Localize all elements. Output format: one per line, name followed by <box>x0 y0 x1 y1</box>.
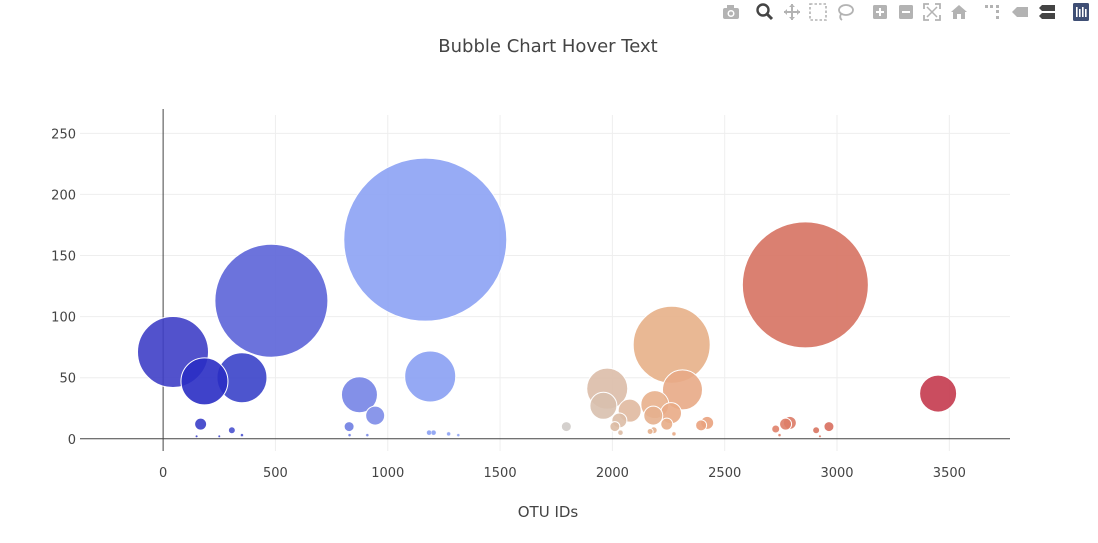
x-tick-label: 0 <box>159 466 167 481</box>
bubble[interactable] <box>343 421 355 433</box>
bubbles <box>137 157 958 438</box>
zoom-in-icon[interactable] <box>873 5 887 19</box>
axes <box>80 109 1010 451</box>
bubble[interactable] <box>771 424 781 434</box>
bubble[interactable] <box>617 429 624 436</box>
bubble[interactable] <box>919 374 958 413</box>
bubble[interactable] <box>823 421 835 433</box>
y-tick-label: 150 <box>51 250 76 265</box>
spike-lines-icon[interactable] <box>985 5 999 19</box>
lasso-select-icon[interactable] <box>838 4 854 21</box>
bubble[interactable] <box>340 376 378 414</box>
bubble[interactable] <box>365 433 370 437</box>
modebar <box>723 3 1089 21</box>
box-select-icon[interactable] <box>809 3 827 21</box>
camera-icon[interactable] <box>723 5 739 19</box>
x-tick-label: 1500 <box>484 466 517 481</box>
bubble[interactable] <box>180 357 229 406</box>
autoscale-icon[interactable] <box>923 3 941 21</box>
y-tick-label: 50 <box>59 372 76 387</box>
bubble[interactable] <box>240 433 244 437</box>
bubble[interactable] <box>777 433 782 437</box>
bubble[interactable] <box>818 434 822 438</box>
bubble[interactable] <box>430 429 437 436</box>
bubble[interactable] <box>779 417 793 431</box>
bubble[interactable] <box>660 417 674 431</box>
bubble[interactable] <box>695 419 708 432</box>
bubble[interactable] <box>426 429 432 436</box>
bubble[interactable] <box>589 391 618 420</box>
y-tick-label: 100 <box>51 311 76 326</box>
hover-compare-icon[interactable] <box>1039 5 1055 19</box>
bubble[interactable] <box>632 305 711 384</box>
x-tick-label: 3000 <box>820 466 853 481</box>
x-tick-label: 3500 <box>933 466 966 481</box>
x-axis-title: OTU IDs <box>518 503 579 521</box>
bubble[interactable] <box>671 431 677 437</box>
bubble[interactable] <box>365 405 386 426</box>
zoom-out-icon[interactable] <box>899 5 913 19</box>
bubble[interactable] <box>343 157 508 322</box>
bubble[interactable] <box>560 421 572 433</box>
plotly-logo-icon[interactable] <box>1073 3 1089 21</box>
x-tick-label: 1000 <box>371 466 404 481</box>
bubble[interactable] <box>227 426 236 435</box>
x-tick-label: 2500 <box>708 466 741 481</box>
bubble[interactable] <box>347 433 352 437</box>
chart-title: Bubble Chart Hover Text <box>438 36 657 57</box>
bubble[interactable] <box>661 369 703 411</box>
bubble[interactable] <box>194 417 208 431</box>
bubble[interactable] <box>609 421 621 433</box>
pan-icon[interactable] <box>784 4 800 20</box>
bubble[interactable] <box>646 427 654 435</box>
y-tick-label: 200 <box>51 188 76 203</box>
bubble[interactable] <box>812 426 821 435</box>
bubble[interactable] <box>456 433 460 437</box>
bubble[interactable] <box>741 221 869 349</box>
zoom-icon[interactable] <box>756 3 774 21</box>
y-tick-label: 250 <box>51 127 76 142</box>
tick-labels: 0 500 1000 1500 2000 2500 3000 3500 0 50 100 150 200… <box>51 127 966 481</box>
x-tick-label: 2000 <box>596 466 629 481</box>
y-tick-label: 0 <box>68 433 76 448</box>
bubble[interactable] <box>214 243 329 358</box>
bubble[interactable] <box>195 434 198 438</box>
bubble[interactable] <box>217 434 221 438</box>
hover-closest-icon[interactable] <box>1012 7 1028 17</box>
x-tick-label: 500 <box>263 466 288 481</box>
reset-axes-icon[interactable] <box>951 5 967 19</box>
bubble[interactable] <box>643 405 664 426</box>
bubble[interactable] <box>404 350 457 403</box>
bubble[interactable] <box>446 431 451 437</box>
